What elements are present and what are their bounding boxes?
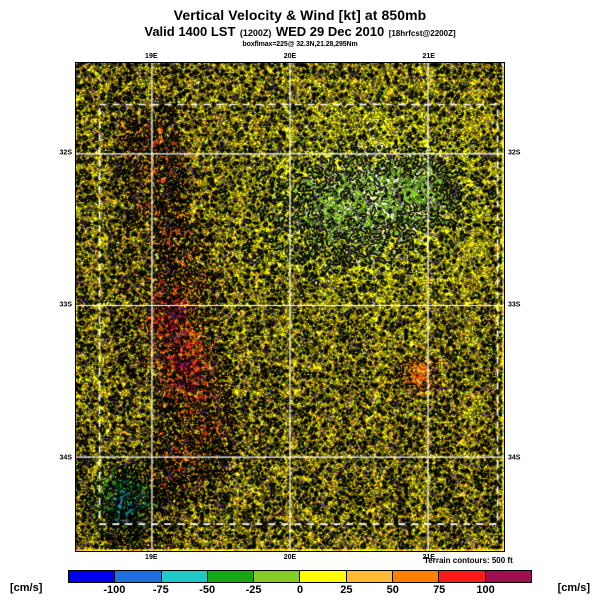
chart-title-block: Vertical Velocity & Wind [kt] at 850mb V… [0, 0, 600, 49]
lon-tick-21E-top: 21E [422, 53, 435, 60]
colorbar-unit-right: [cm/s] [557, 582, 590, 594]
colorbar-tick-100: 100 [476, 584, 495, 596]
lon-tick-19E-top: 19E [145, 53, 158, 60]
colorbar-segment-9 [484, 571, 531, 582]
lon-tick-19E-bottom: 19E [145, 554, 158, 561]
colorbar-tick--100: -100 [103, 584, 126, 596]
subtitle-utc-time: (1200Z) [239, 28, 272, 38]
colorbar-segment-0 [69, 571, 115, 582]
colorbar-tick--75: -75 [152, 584, 169, 596]
colorbar-tick-25: 25 [340, 584, 353, 596]
subtitle-note: boxflmax=225@ 32.3N,21.28,295Nm [242, 41, 358, 48]
lat-tick-32S-right: 32S [508, 149, 521, 157]
subtitle-valid-time: Valid 1400 LST [144, 24, 236, 39]
colorbar-tick-0: 0 [296, 584, 304, 596]
colorbar-segment-2 [160, 571, 207, 582]
lon-tick-20E-bottom: 20E [283, 554, 297, 561]
vertical-velocity-field [76, 63, 504, 551]
colorbar-segment-5 [299, 571, 346, 582]
colorbar[interactable]: [cm/s] [cm/s] -100 -75 -50 -25 0 25 50 75 100 [0, 566, 600, 600]
colorbar-segment-3 [206, 571, 254, 582]
colorbar-tick-50: 50 [386, 584, 399, 596]
subtitle-valid-date: WED 29 Dec 2010 [275, 24, 385, 39]
lat-tick-33S-left: 33S [59, 301, 72, 309]
colorbar-tick-75: 75 [433, 584, 446, 596]
colorbar-segment-1 [114, 571, 161, 582]
colorbar-segment-8 [438, 571, 485, 582]
chart-subtitle: Valid 1400 LST (1200Z) WED 29 Dec 2010 [… [0, 25, 600, 40]
lon-tick-21E-bottom: 21E [422, 554, 435, 561]
page-title: Vertical Velocity & Wind [kt] at 850mb [173, 7, 427, 23]
terrain-contour-legend: Terrain contours: 500 ft [424, 556, 513, 565]
lat-tick-32S-left: 32S [59, 149, 72, 157]
colorbar-unit-left: [cm/s] [10, 582, 43, 594]
lon-tick-20E-top: 20E [283, 53, 297, 60]
lat-tick-33S-right: 33S [508, 301, 521, 309]
colorbar-segment-6 [345, 571, 393, 582]
colorbar-gradient[interactable] [68, 570, 532, 583]
colorbar-segment-7 [392, 571, 439, 582]
map-plot-area[interactable] [75, 62, 505, 552]
colorbar-tick--50: -50 [199, 584, 216, 596]
lat-tick-34S-left: 34S [59, 454, 72, 462]
colorbar-tick--25: -25 [245, 584, 262, 596]
lat-tick-34S-right: 34S [508, 454, 521, 462]
subtitle-forecast-tag: [18hrfcst@2200Z] [388, 29, 456, 38]
colorbar-segment-4 [253, 571, 300, 582]
